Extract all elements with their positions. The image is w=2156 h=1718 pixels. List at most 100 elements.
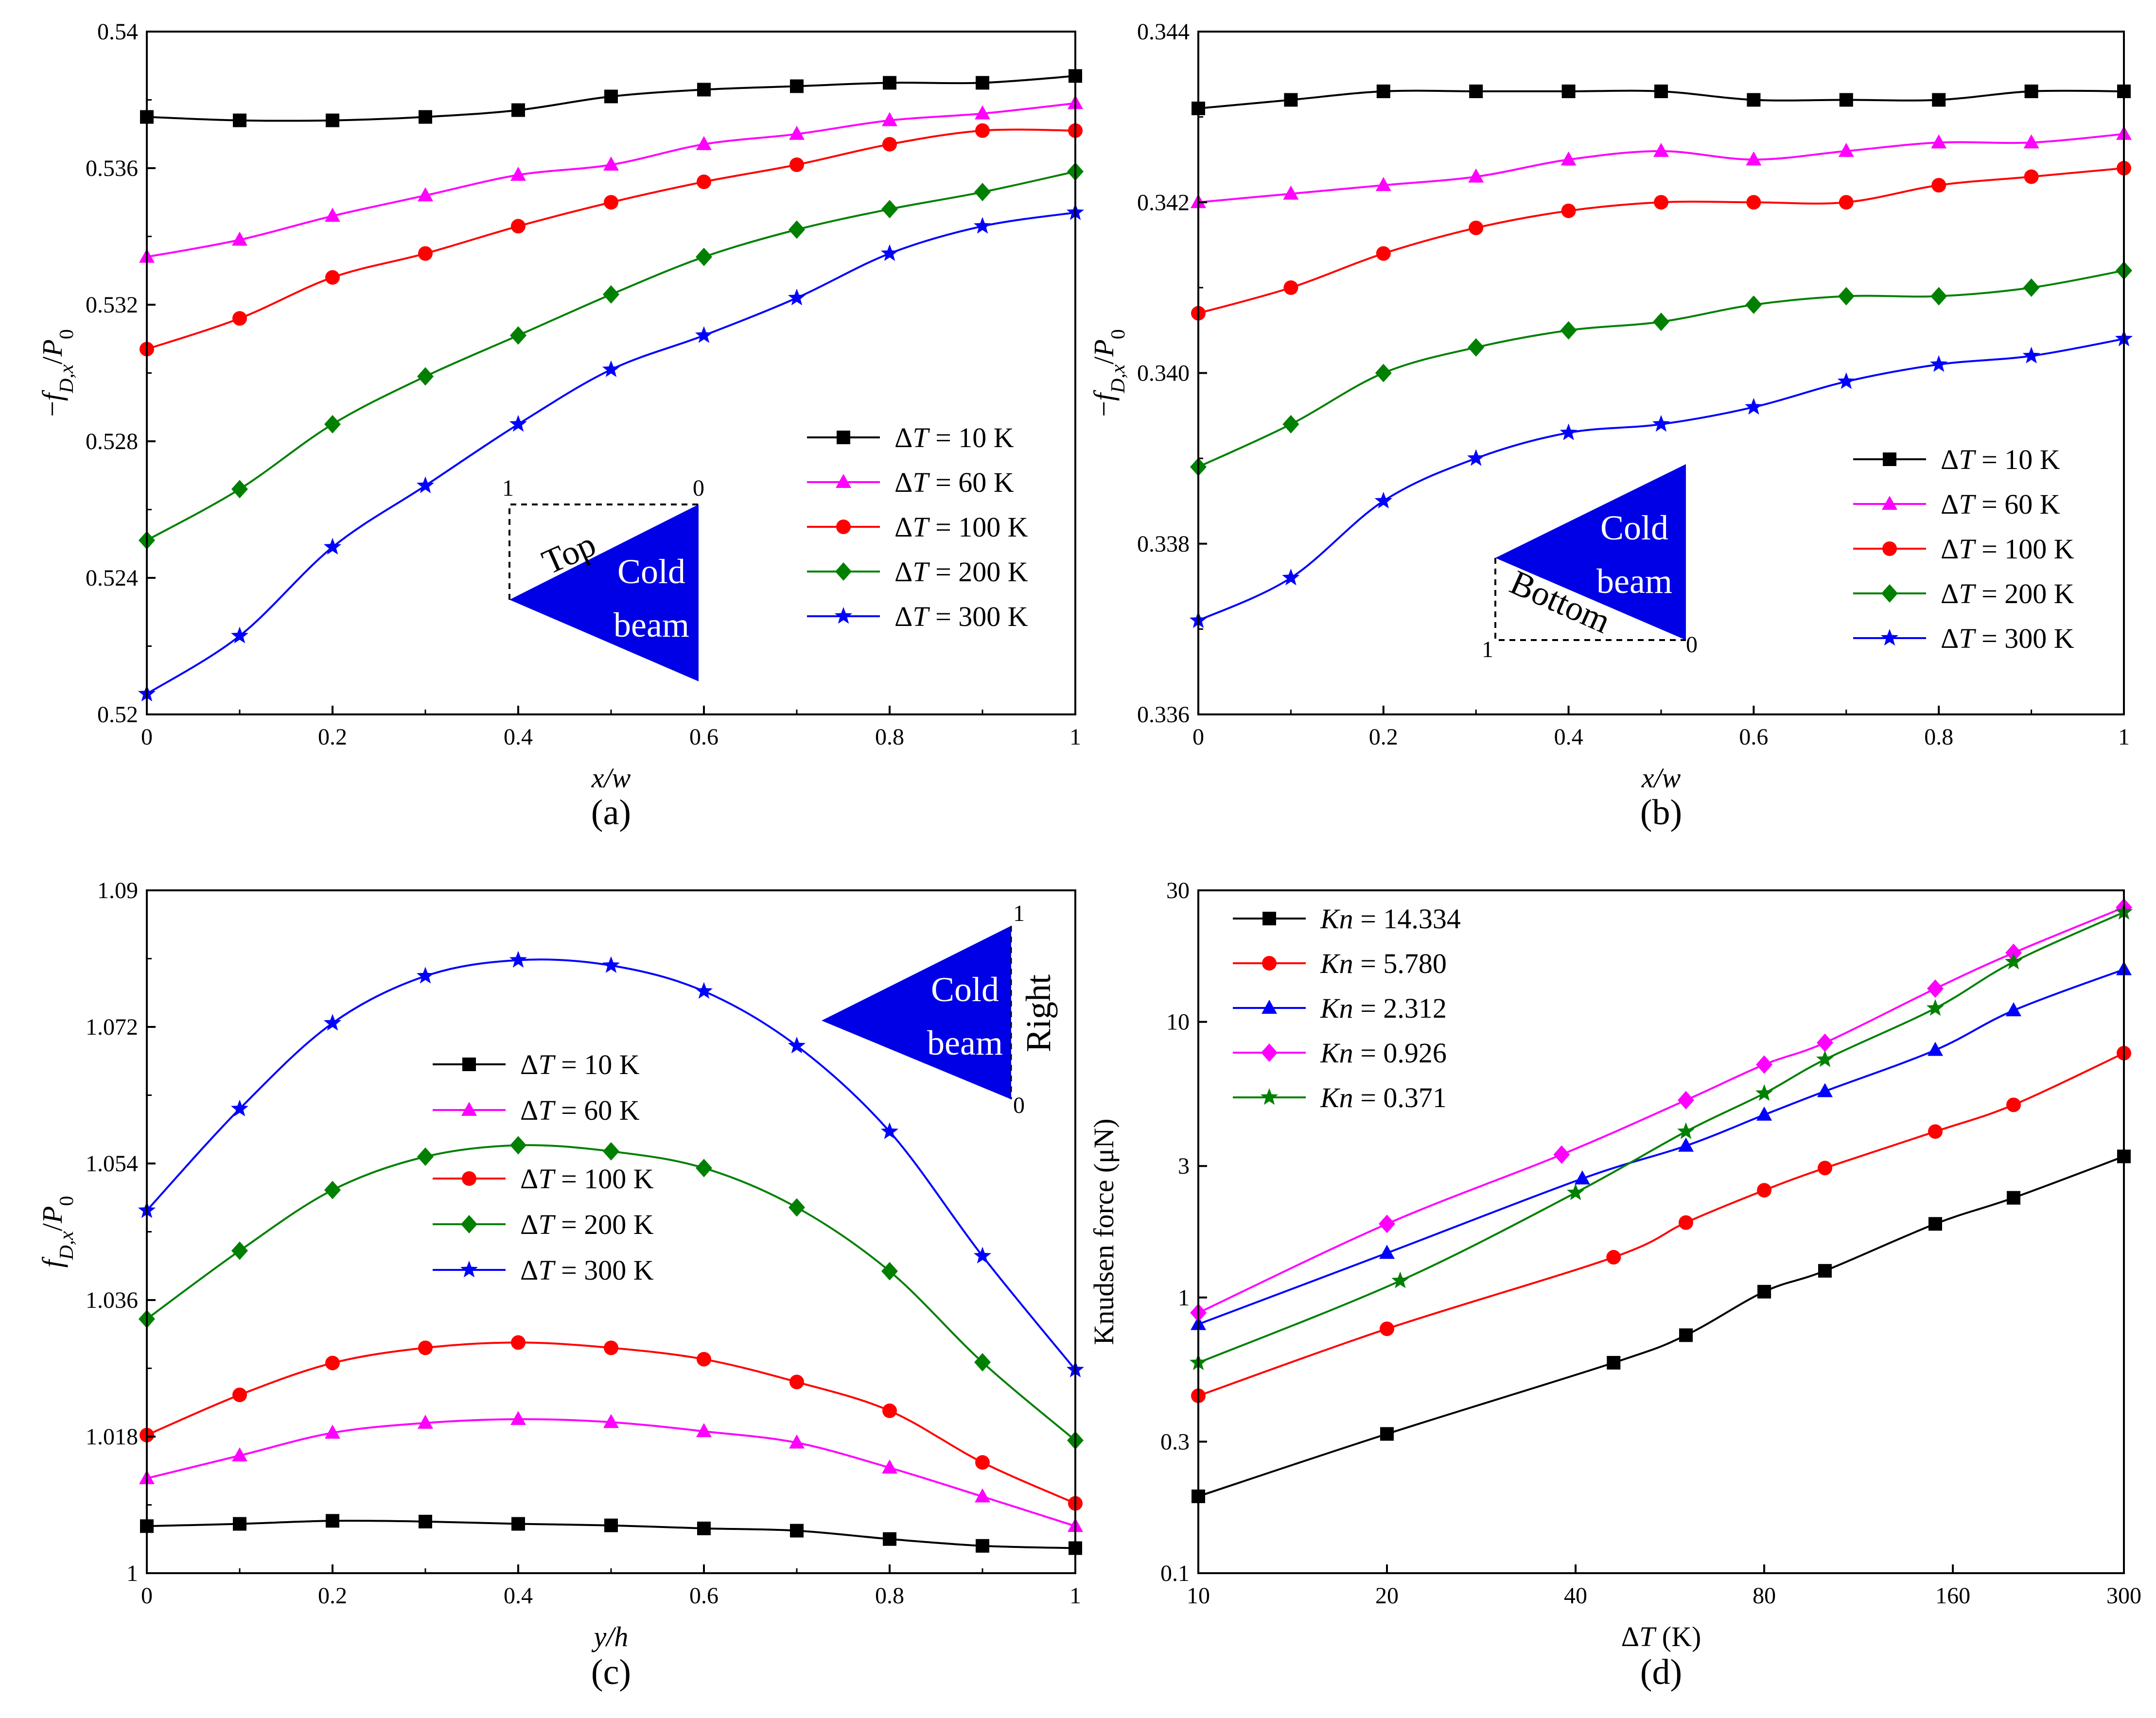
data-point bbox=[1574, 1170, 1590, 1185]
x-tick-label: 0.8 bbox=[875, 724, 904, 750]
x-tick-label: 0 bbox=[141, 1583, 153, 1609]
data-point bbox=[1375, 364, 1392, 382]
series-line bbox=[146, 958, 1076, 1371]
data-point bbox=[1561, 84, 1576, 98]
y-tick-label: 10 bbox=[1166, 1009, 1190, 1035]
data-point bbox=[976, 1539, 989, 1553]
data-point bbox=[1926, 999, 1944, 1016]
x-tick-label: 40 bbox=[1564, 1583, 1587, 1609]
legend-marker bbox=[835, 562, 852, 581]
panel-label: (c) bbox=[591, 1652, 631, 1692]
legend-entry-1: ΔT = 10 K bbox=[807, 422, 1014, 453]
data-point bbox=[1818, 1264, 1832, 1278]
data-point bbox=[604, 1340, 618, 1355]
data-point bbox=[1284, 93, 1298, 107]
y-tick-label: 0.532 bbox=[86, 292, 138, 318]
legend-entry-4: ΔT = 200 K bbox=[1853, 578, 2074, 609]
legend-label: ΔT = 10 K bbox=[894, 422, 1014, 453]
data-point bbox=[1755, 1084, 1773, 1101]
data-point bbox=[419, 110, 432, 124]
legend-label: Kn = 14.334 bbox=[1320, 903, 1461, 935]
y-tick-label: 0.54 bbox=[97, 19, 138, 45]
legend-entry-5: ΔT = 300 K bbox=[1853, 623, 2074, 654]
series-5 bbox=[138, 951, 1085, 1377]
data-point bbox=[602, 956, 620, 973]
y-tick-label: 1 bbox=[126, 1561, 138, 1586]
data-point bbox=[2004, 953, 2023, 970]
data-point bbox=[697, 83, 711, 97]
series-4 bbox=[1190, 261, 2132, 476]
series-4 bbox=[1190, 898, 2132, 1322]
data-point bbox=[696, 247, 712, 266]
y-tick-label: 0.536 bbox=[86, 156, 138, 181]
legend-marker bbox=[834, 607, 853, 624]
legend-label: ΔT = 10 K bbox=[520, 1049, 640, 1080]
legend-marker bbox=[1261, 1043, 1278, 1062]
data-point bbox=[1745, 295, 1762, 314]
inset-label-1: 1 bbox=[1482, 637, 1493, 662]
series-line bbox=[146, 102, 1076, 258]
data-point bbox=[1838, 287, 1855, 306]
data-point bbox=[883, 76, 896, 90]
data-point bbox=[1817, 1083, 1833, 1097]
x-axis-title: x/w bbox=[1641, 762, 1681, 794]
data-point bbox=[1467, 449, 1485, 466]
data-point bbox=[883, 1532, 896, 1546]
data-point bbox=[604, 195, 618, 210]
data-point bbox=[1746, 151, 1762, 166]
inset-label-cold: Cold bbox=[617, 552, 685, 591]
data-point bbox=[696, 1423, 712, 1438]
data-point bbox=[696, 1159, 712, 1178]
data-point bbox=[603, 285, 619, 304]
inset-label-cold: Cold bbox=[931, 970, 999, 1009]
data-point bbox=[974, 183, 991, 202]
legend-label: Kn = 5.780 bbox=[1320, 948, 1447, 979]
data-point bbox=[973, 1247, 992, 1264]
data-point bbox=[790, 1524, 804, 1538]
data-point bbox=[2006, 1002, 2022, 1017]
data-point bbox=[416, 967, 435, 984]
inset-label-beam: beam bbox=[927, 1024, 1003, 1062]
x-tick-label: 0.4 bbox=[1554, 724, 1583, 750]
x-axis-title: y/h bbox=[592, 1621, 629, 1652]
data-point bbox=[1283, 185, 1299, 200]
data-point bbox=[324, 415, 341, 434]
y-tick-label: 0.338 bbox=[1137, 531, 1190, 557]
data-point bbox=[1391, 1271, 1409, 1288]
data-point bbox=[1837, 372, 1855, 389]
y-tick-label: 0.336 bbox=[1137, 702, 1190, 728]
data-point bbox=[2024, 84, 2038, 98]
x-tick-label: 300 bbox=[2106, 1583, 2141, 1609]
data-point bbox=[325, 1355, 340, 1371]
data-point bbox=[510, 326, 526, 345]
data-point bbox=[2006, 1097, 2021, 1112]
x-tick-label: 1 bbox=[1069, 724, 1081, 750]
data-point bbox=[325, 1424, 340, 1439]
data-point bbox=[233, 113, 246, 127]
legend-marker bbox=[836, 474, 851, 488]
legend-label: ΔT = 60 K bbox=[520, 1094, 640, 1126]
data-point bbox=[975, 1455, 990, 1470]
series-4 bbox=[139, 162, 1084, 550]
data-point bbox=[976, 76, 989, 90]
data-point bbox=[510, 1136, 526, 1155]
data-point bbox=[1756, 1055, 1773, 1074]
data-point bbox=[510, 1411, 526, 1425]
data-point bbox=[603, 1142, 619, 1161]
legend-label: ΔT = 200 K bbox=[894, 556, 1028, 588]
data-point bbox=[881, 200, 898, 219]
inset-label-0: 0 bbox=[693, 475, 704, 501]
legend-label: ΔT = 100 K bbox=[1941, 533, 2074, 565]
legend-entry-2: ΔT = 60 K bbox=[1853, 488, 2060, 520]
legend-entry-3: ΔT = 100 K bbox=[807, 511, 1028, 543]
data-point bbox=[418, 1340, 433, 1355]
data-point bbox=[230, 626, 249, 643]
legend-marker bbox=[461, 1102, 477, 1116]
legend-marker bbox=[460, 1261, 478, 1278]
data-point bbox=[1374, 491, 1392, 509]
x-axis-title: ΔT (K) bbox=[1621, 1621, 1701, 1652]
x-tick-label: 10 bbox=[1187, 1583, 1210, 1609]
data-point bbox=[1927, 979, 1944, 998]
